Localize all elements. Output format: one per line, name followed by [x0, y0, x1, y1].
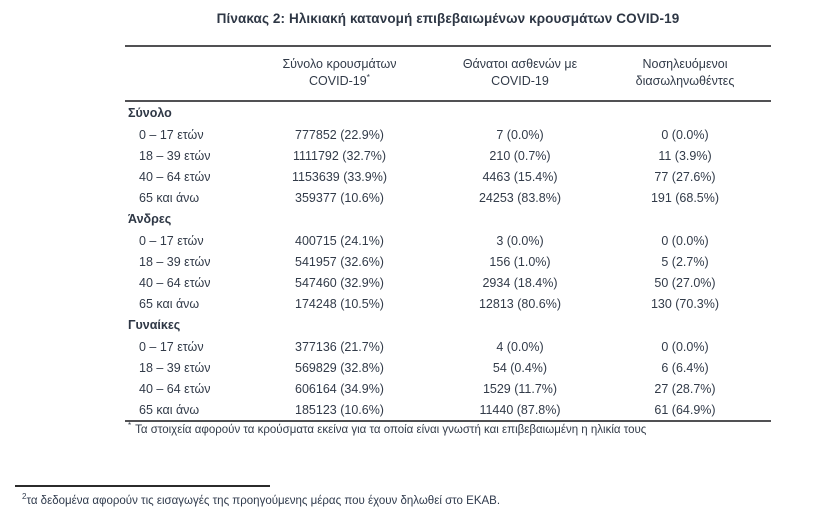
section-label: Γυναίκες — [128, 318, 181, 332]
table-row: 65 και άνω 174248 (10.5%) 12813 (80.6%) … — [125, 293, 771, 314]
deaths-cell: 210 (0.7%) — [489, 148, 551, 163]
section-label: Άνδρες — [128, 212, 172, 226]
table-row: 0 – 17 ετών 777852 (22.9%) 7 (0.0%) 0 (0… — [125, 124, 771, 145]
cases-cell: 541957 (32.6%) — [295, 254, 384, 269]
cases-cell: 1153639 (33.9%) — [292, 169, 387, 184]
age-group-cell: 65 και άνω — [125, 399, 238, 422]
col-header-deaths-line2: COVID-19 — [491, 74, 549, 88]
deaths-cell: 156 (1.0%) — [489, 254, 551, 269]
page-footnote-marker: 2 — [22, 492, 27, 501]
table-row: 65 και άνω 359377 (10.6%) 24253 (83.8%) … — [125, 187, 771, 208]
table-row: 0 – 17 ετών 400715 (24.1%) 3 (0.0%) 0 (0… — [125, 230, 771, 251]
deaths-cell: 4 (0.0%) — [496, 339, 544, 354]
intubated-cell: 0 (0.0%) — [661, 233, 709, 248]
table-row: 18 – 39 ετών 541957 (32.6%) 156 (1.0%) 5… — [125, 251, 771, 272]
age-group-cell: 0 – 17 ετών — [139, 339, 204, 354]
covid-age-table: Σύνολο κρουσμάτων COVID-19* Θάνατοι ασθε… — [125, 45, 771, 422]
table-row: 40 – 64 ετών 547460 (32.9%) 2934 (18.4%)… — [125, 272, 771, 293]
table-row: 40 – 64 ετών 1153639 (33.9%) 4463 (15.4%… — [125, 166, 771, 187]
age-group-cell: 0 – 17 ετών — [139, 127, 204, 142]
cases-cell: 400715 (24.1%) — [295, 233, 384, 248]
table-row: 18 – 39 ετών 569829 (32.8%) 54 (0.4%) 6 … — [125, 357, 771, 378]
intubated-cell: 0 (0.0%) — [661, 339, 709, 354]
col-header-deaths: Θάνατοι ασθενών με COVID-19 — [441, 45, 599, 102]
table-row: 0 – 17 ετών 377136 (21.7%) 4 (0.0%) 0 (0… — [125, 336, 771, 357]
age-group-cell: 0 – 17 ετών — [139, 233, 204, 248]
table-header-row: Σύνολο κρουσμάτων COVID-19* Θάνατοι ασθε… — [125, 45, 771, 102]
col-header-deaths-line1: Θάνατοι ασθενών με — [462, 57, 578, 71]
intubated-cell: 11 (3.9%) — [658, 148, 712, 163]
cases-cell: 185123 (10.6%) — [238, 399, 441, 422]
cases-cell: 777852 (22.9%) — [295, 127, 384, 142]
intubated-cell: 6 (6.4%) — [661, 360, 709, 375]
cases-cell: 1111792 (32.7%) — [292, 148, 387, 163]
page-title: Πίνακας 2: Ηλικιακή κατανομή επιβεβαιωμέ… — [216, 11, 680, 26]
age-group-cell: 18 – 39 ετών — [139, 360, 211, 375]
section-header-men: Άνδρες — [125, 208, 771, 230]
col-header-total-cases: Σύνολο κρουσμάτων COVID-19* — [238, 45, 441, 102]
footnote-divider — [15, 485, 270, 487]
intubated-cell: 0 (0.0%) — [661, 127, 709, 142]
intubated-cell: 191 (68.5%) — [650, 190, 720, 205]
table-row: 40 – 64 ετών 606164 (34.9%) 1529 (11.7%)… — [125, 378, 771, 399]
section-header-women: Γυναίκες — [125, 314, 771, 336]
deaths-cell: 54 (0.4%) — [492, 360, 548, 375]
section-label: Σύνολο — [128, 106, 172, 120]
intubated-cell: 5 (2.7%) — [661, 254, 709, 269]
deaths-cell: 1529 (11.7%) — [482, 381, 558, 396]
table-row: 65 και άνω 185123 (10.6%) 11440 (87.8%) … — [125, 399, 771, 422]
intubated-cell: 27 (28.7%) — [654, 381, 716, 396]
age-group-cell: 18 – 39 ετών — [139, 254, 211, 269]
cases-footnote-marker: * — [366, 71, 370, 82]
cases-cell: 606164 (34.9%) — [295, 381, 384, 396]
section-header-total: Σύνολο — [125, 101, 771, 124]
deaths-cell: 11440 (87.8%) — [441, 399, 599, 422]
age-group-cell: 65 και άνω — [139, 296, 200, 311]
age-group-cell: 65 και άνω — [139, 190, 200, 205]
page-footnote: 2τα δεδομένα αφορούν τις εισαγωγές της π… — [22, 492, 500, 507]
age-group-cell: 40 – 64 ετών — [139, 169, 211, 184]
intubated-cell: 50 (27.0%) — [654, 275, 716, 290]
deaths-cell: 7 (0.0%) — [496, 127, 544, 142]
cases-cell: 377136 (21.7%) — [295, 339, 384, 354]
table-row: 18 – 39 ετών 1111792 (32.7%) 210 (0.7%) … — [125, 145, 771, 166]
cases-cell: 569829 (32.8%) — [295, 360, 384, 375]
age-group-cell: 18 – 39 ετών — [139, 148, 211, 163]
col-header-empty — [125, 45, 238, 102]
col-header-intubated: Νοσηλευόμενοι διασωληνωθέντες — [599, 45, 771, 102]
deaths-cell: 24253 (83.8%) — [478, 190, 561, 205]
table-footnote: * Τα στοιχεία αφορούν τα κρούσματα εκείνα… — [128, 421, 646, 436]
intubated-cell: 130 (70.3%) — [650, 296, 720, 311]
col-header-cases-line1: Σύνολο κρουσμάτων — [282, 57, 397, 71]
deaths-cell: 12813 (80.6%) — [478, 296, 561, 311]
cases-cell: 359377 (10.6%) — [295, 190, 384, 205]
page-footnote-text: τα δεδομένα αφορούν τις εισαγωγές της πρ… — [26, 494, 501, 507]
age-group-cell: 40 – 64 ετών — [139, 381, 211, 396]
intubated-cell: 77 (27.6%) — [654, 169, 716, 184]
col-header-intubated-line1: Νοσηλευόμενοι — [642, 57, 728, 71]
cases-cell: 174248 (10.5%) — [295, 296, 384, 311]
cases-cell: 547460 (32.9%) — [295, 275, 384, 290]
deaths-cell: 2934 (18.4%) — [482, 275, 558, 290]
intubated-cell: 61 (64.9%) — [599, 399, 771, 422]
table-footnote-marker: * — [128, 421, 132, 430]
col-header-intubated-line2: διασωληνωθέντες — [635, 74, 735, 88]
deaths-cell: 4463 (15.4%) — [482, 169, 558, 184]
deaths-cell: 3 (0.0%) — [496, 233, 544, 248]
col-header-cases-line2: COVID-19 — [309, 74, 367, 88]
table-footnote-text: Τα στοιχεία αφορούν τα κρούσματα εκείνα … — [135, 423, 647, 436]
age-group-cell: 40 – 64 ετών — [139, 275, 211, 290]
